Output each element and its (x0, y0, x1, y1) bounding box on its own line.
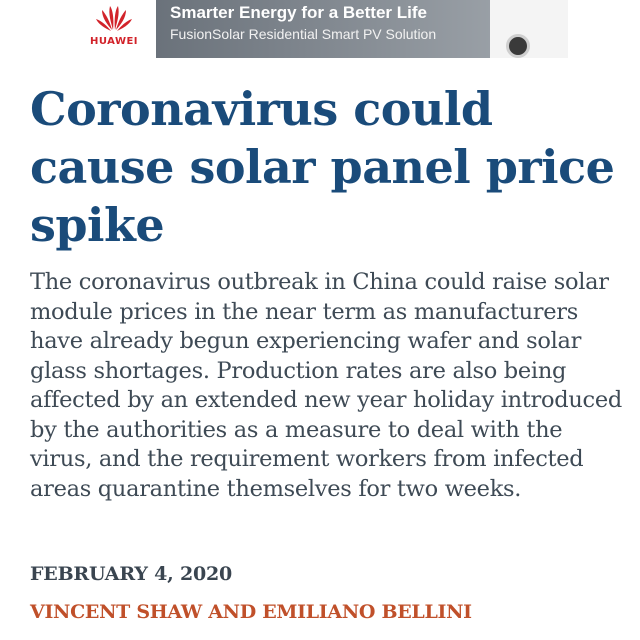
article-date: FEBRUARY 4, 2020 (30, 563, 233, 585)
ad-banner[interactable]: HUAWEI Smarter Energy for a Better Life … (72, 0, 568, 58)
article-authors[interactable]: VINCENT SHAW AND EMILIANO BELLINI (30, 601, 472, 623)
ad-subline[interactable]: FusionSolar Residential Smart PV Solutio… (170, 26, 437, 42)
ad-product-image (490, 0, 568, 58)
article-title[interactable]: Coronavirus could cause solar panel pric… (30, 82, 615, 252)
ad-headline[interactable]: Smarter Energy for a Better Life (170, 3, 427, 22)
ad-brand-label: HUAWEI (89, 36, 139, 47)
huawei-flower-icon (96, 6, 132, 31)
huawei-logo: HUAWEI (72, 0, 156, 58)
inverter-knob-icon (506, 34, 530, 58)
article-summary: The coronavirus outbreak in China could … (30, 269, 622, 502)
